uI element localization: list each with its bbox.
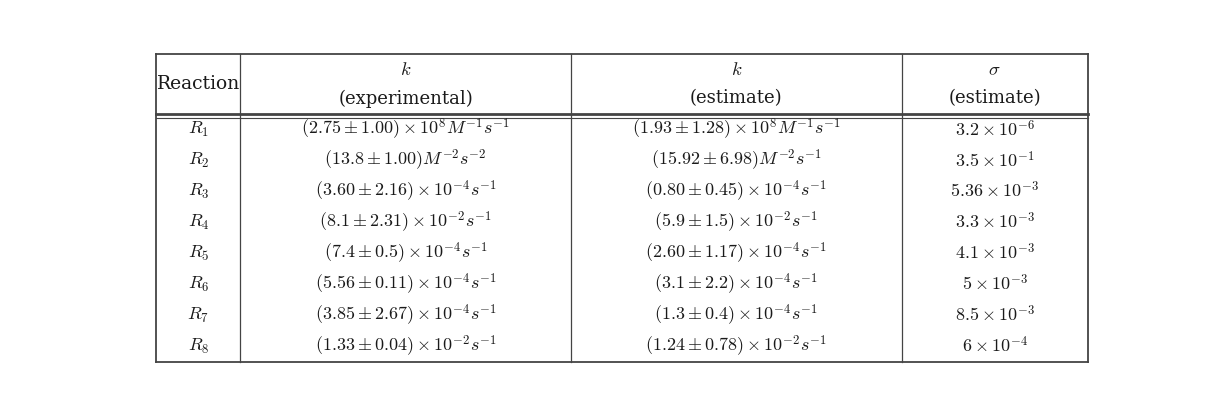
Text: $(3.60 \pm 2.16) \times 10^{-4}s^{-1}$: $(3.60 \pm 2.16) \times 10^{-4}s^{-1}$ [314, 179, 497, 204]
Text: Reaction: Reaction [157, 75, 240, 93]
Text: $4.1 \times 10^{-3}$: $4.1 \times 10^{-3}$ [955, 243, 1034, 264]
Text: $3.5 \times 10^{-1}$: $3.5 \times 10^{-1}$ [955, 150, 1034, 171]
Text: $3.2 \times 10^{-6}$: $3.2 \times 10^{-6}$ [955, 119, 1034, 140]
Text: $R_1$: $R_1$ [188, 120, 209, 139]
Text: $k$: $k$ [731, 61, 742, 79]
Text: $(1.33 \pm 0.04) \times 10^{-2}s^{-1}$: $(1.33 \pm 0.04) \times 10^{-2}s^{-1}$ [314, 334, 497, 359]
Text: $(2.60 \pm 1.17) \times 10^{-4}s^{-1}$: $(2.60 \pm 1.17) \times 10^{-4}s^{-1}$ [646, 241, 827, 266]
Text: $(1.3 \pm 0.4) \times 10^{-4}s^{-1}$: $(1.3 \pm 0.4) \times 10^{-4}s^{-1}$ [654, 303, 818, 328]
Text: $(3.1 \pm 2.2) \times 10^{-4}s^{-1}$: $(3.1 \pm 2.2) \times 10^{-4}s^{-1}$ [654, 272, 818, 297]
Text: (estimate): (estimate) [690, 89, 783, 108]
Text: $(1.24 \pm 0.78) \times 10^{-2}s^{-1}$: $(1.24 \pm 0.78) \times 10^{-2}s^{-1}$ [646, 334, 827, 359]
Text: $R_6$: $R_6$ [188, 275, 209, 294]
Text: $5.36 \times 10^{-3}$: $5.36 \times 10^{-3}$ [951, 181, 1039, 202]
Text: $R_3$: $R_3$ [188, 182, 209, 201]
Text: $(3.85 \pm 2.67) \times 10^{-4}s^{-1}$: $(3.85 \pm 2.67) \times 10^{-4}s^{-1}$ [314, 303, 497, 328]
Text: $(0.80 \pm 0.45) \times 10^{-4}s^{-1}$: $(0.80 \pm 0.45) \times 10^{-4}s^{-1}$ [646, 179, 827, 204]
Text: $3.3 \times 10^{-3}$: $3.3 \times 10^{-3}$ [955, 212, 1034, 233]
Text: $(1.93 \pm 1.28) \times 10^{8}M^{-1}s^{-1}$: $(1.93 \pm 1.28) \times 10^{8}M^{-1}s^{-… [632, 117, 840, 142]
Text: $\sigma$: $\sigma$ [988, 61, 1002, 79]
Text: $6 \times 10^{-4}$: $6 \times 10^{-4}$ [961, 336, 1028, 357]
Text: $R_5$: $R_5$ [188, 244, 209, 263]
Text: $k$: $k$ [399, 61, 412, 79]
Text: (estimate): (estimate) [948, 89, 1042, 108]
Text: $(2.75 \pm 1.00) \times 10^{8}M^{-1}s^{-1}$: $(2.75 \pm 1.00) \times 10^{8}M^{-1}s^{-… [301, 117, 510, 142]
Text: $5 \times 10^{-3}$: $5 \times 10^{-3}$ [961, 274, 1028, 295]
Text: $R_4$: $R_4$ [188, 213, 209, 232]
Text: $R_7$: $R_7$ [187, 306, 209, 325]
Text: $(5.56 \pm 0.11) \times 10^{-4}s^{-1}$: $(5.56 \pm 0.11) \times 10^{-4}s^{-1}$ [314, 272, 497, 297]
Text: $(15.92 \pm 6.98)M^{-2}s^{-1}$: $(15.92 \pm 6.98)M^{-2}s^{-1}$ [651, 148, 822, 173]
Text: $(7.4 \pm 0.5) \times 10^{-4}s^{-1}$: $(7.4 \pm 0.5) \times 10^{-4}s^{-1}$ [324, 241, 488, 266]
Text: (experimental): (experimental) [339, 89, 473, 108]
Text: $8.5 \times 10^{-3}$: $8.5 \times 10^{-3}$ [955, 305, 1034, 326]
Text: $(5.9 \pm 1.5) \times 10^{-2}s^{-1}$: $(5.9 \pm 1.5) \times 10^{-2}s^{-1}$ [654, 210, 818, 235]
Text: $(13.8 \pm 1.00)M^{-2}s^{-2}$: $(13.8 \pm 1.00)M^{-2}s^{-2}$ [324, 148, 487, 173]
Text: $(8.1 \pm 2.31) \times 10^{-2}s^{-1}$: $(8.1 \pm 2.31) \times 10^{-2}s^{-1}$ [319, 210, 492, 235]
Text: $R_8$: $R_8$ [188, 337, 209, 356]
Text: $R_2$: $R_2$ [188, 151, 209, 170]
